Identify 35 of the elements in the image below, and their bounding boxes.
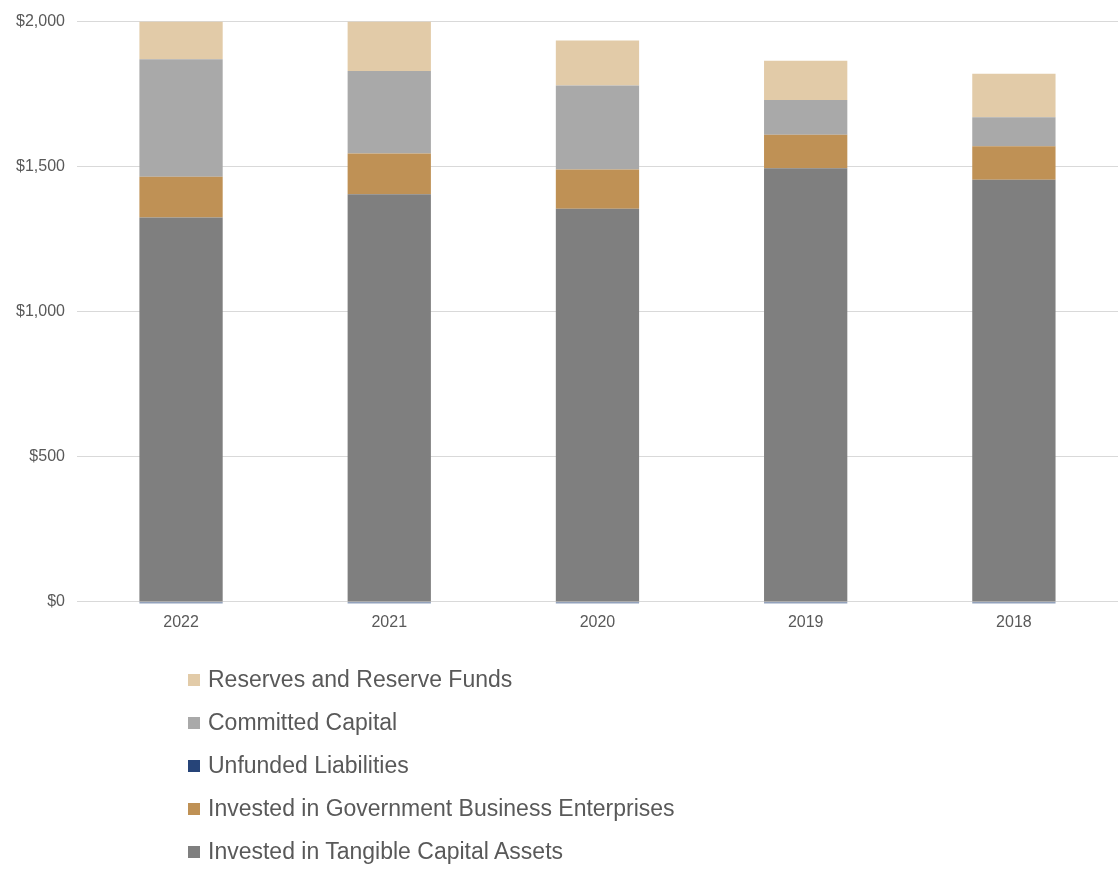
y-tick-label: $500 bbox=[29, 447, 66, 465]
bar bbox=[764, 60, 848, 100]
bar bbox=[555, 169, 640, 209]
bar bbox=[555, 85, 640, 170]
x-tick-label: 2022 bbox=[163, 612, 199, 630]
bar bbox=[347, 21, 431, 71]
legend-label: Reserves and Reserve Funds bbox=[208, 666, 513, 693]
legend-label: Invested in Tangible Capital Assets bbox=[208, 838, 564, 865]
bar bbox=[972, 73, 1056, 118]
bar bbox=[764, 168, 848, 602]
legend-label: Committed Capital bbox=[208, 709, 398, 736]
legend-label: Unfunded Liabilities bbox=[208, 752, 409, 779]
y-tick-label: $2,000 bbox=[16, 12, 66, 30]
bar bbox=[555, 40, 640, 86]
bar bbox=[139, 217, 223, 602]
bar bbox=[764, 134, 848, 169]
x-tick-label: 2018 bbox=[996, 612, 1032, 630]
x-tick-label: 2019 bbox=[787, 612, 824, 630]
x-tick-label: 2021 bbox=[371, 612, 408, 630]
y-tick-label: $0 bbox=[47, 592, 66, 610]
y-tick-label: $1,000 bbox=[16, 302, 66, 320]
bar bbox=[139, 21, 223, 60]
bar bbox=[972, 179, 1056, 602]
legend-label: Invested in Government Business Enterprises bbox=[208, 795, 675, 822]
bar bbox=[972, 117, 1056, 147]
bar bbox=[347, 153, 431, 195]
y-tick-label: $1,500 bbox=[16, 157, 66, 175]
bar bbox=[347, 70, 431, 154]
bar bbox=[555, 208, 640, 602]
x-tick-label: 2020 bbox=[579, 612, 616, 630]
bar bbox=[764, 99, 848, 135]
bar bbox=[972, 146, 1056, 180]
bar bbox=[139, 176, 223, 218]
bar bbox=[139, 59, 223, 177]
bar bbox=[347, 194, 431, 602]
